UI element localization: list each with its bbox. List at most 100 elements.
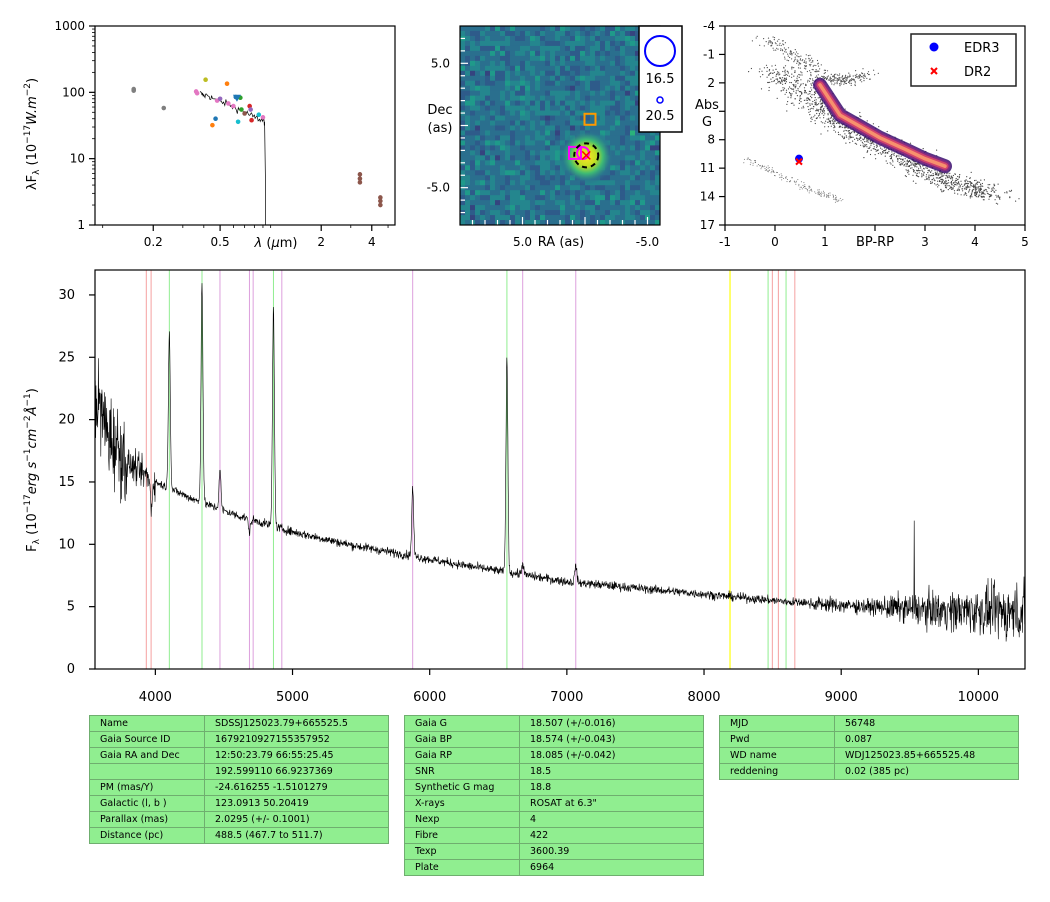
image-pixel (515, 100, 521, 107)
image-pixel (555, 26, 561, 32)
hr-field-star (846, 130, 848, 132)
image-pixel (615, 185, 621, 191)
image-pixel (580, 100, 586, 107)
image-pixel (610, 180, 616, 186)
image-pixel (515, 170, 521, 176)
image-pixel (545, 140, 551, 146)
table-row: SNR 18.5 (404, 763, 704, 780)
image-pixel (530, 125, 536, 131)
hr-field-star (907, 172, 909, 174)
image-pixel (590, 105, 596, 111)
image-pixel (495, 60, 501, 67)
hr-field-star (969, 177, 971, 179)
hr-field-star (987, 186, 989, 188)
image-pixel (625, 30, 631, 37)
hr-field-star (790, 97, 792, 99)
hr-field-star (800, 98, 802, 100)
hr-field-star (816, 117, 818, 119)
hr-field-star (813, 106, 815, 108)
hr-field-star (811, 116, 813, 118)
image-pixel (605, 210, 611, 216)
image-pixel (650, 180, 656, 186)
hr-field-star (902, 161, 904, 163)
image-pixel (500, 70, 506, 77)
image-pixel (465, 70, 471, 77)
hr-field-star (768, 89, 770, 92)
image-pixel (630, 50, 636, 57)
table-key-cell: Gaia RA and Dec (89, 747, 205, 764)
hr-field-star (816, 112, 818, 115)
image-pixel (465, 90, 471, 97)
hr-field-star (787, 101, 789, 103)
hr-field-star (983, 193, 985, 195)
hr-field-star (811, 107, 813, 109)
image-pixel (545, 215, 551, 221)
hr-field-star (940, 189, 942, 191)
image-pixel (565, 100, 571, 107)
image-pixel (475, 195, 481, 201)
image-pixel (515, 30, 521, 37)
spectrum-ytick-label: 25 (58, 350, 75, 365)
image-pixel (505, 130, 511, 136)
hr-field-star (909, 142, 912, 144)
hr-field-star (845, 135, 847, 137)
hr-field-star (848, 138, 850, 140)
table-row: Gaia RP 18.085 (+/-0.042) (404, 747, 704, 764)
image-legend-label: 20.5 (646, 109, 675, 124)
hr-field-star (932, 173, 934, 175)
image-pixel (530, 130, 536, 136)
hr-field-star (790, 82, 793, 84)
image-pixel (550, 90, 556, 97)
image-pixel (465, 150, 471, 156)
image-pixel (520, 130, 526, 136)
image-pixel (625, 65, 631, 72)
image-pixel (520, 65, 526, 72)
image-pixel (495, 120, 501, 126)
image-pixel (525, 55, 531, 62)
image-pixel (535, 40, 541, 47)
image-pixel (585, 75, 591, 82)
hr-field-star (879, 145, 881, 147)
image-pixel (605, 45, 611, 52)
hr-field-star (758, 71, 761, 73)
hr-field-star (913, 171, 915, 173)
image-pixel (535, 70, 541, 77)
image-pixel (550, 105, 556, 111)
image-pixel (495, 125, 501, 131)
image-pixel (630, 70, 636, 77)
image-pixel (500, 60, 506, 67)
image-pixel (530, 165, 536, 171)
image-pixel (480, 185, 486, 191)
hr-field-star (877, 152, 880, 155)
image-pixel (605, 130, 611, 136)
hr-field-star (768, 69, 771, 71)
image-pixel (485, 165, 491, 171)
table-key-cell: Nexp (404, 811, 520, 828)
table-key-cell: Texp (404, 843, 520, 860)
image-pixel (470, 170, 476, 176)
image-pixel (585, 40, 591, 47)
image-pixel (495, 115, 501, 121)
image-pixel (570, 190, 576, 196)
image-pixel (510, 215, 516, 221)
image-pixel (605, 220, 611, 226)
image-pixel (545, 180, 551, 186)
image-pixel (615, 200, 621, 206)
image-pixel (625, 180, 631, 186)
hr-field-star (874, 148, 877, 151)
hr-field-star (823, 114, 825, 116)
image-pixel (625, 45, 631, 52)
image-pixel (470, 165, 476, 171)
image-pixel (540, 80, 546, 87)
hr-field-star (952, 188, 954, 190)
image-pixel (475, 110, 481, 116)
image-pixel (580, 190, 586, 196)
image-pixel (600, 120, 606, 126)
sed-point (378, 202, 383, 208)
image-pixel (555, 140, 561, 146)
hr-field-star (957, 178, 959, 180)
image-pixel (650, 170, 656, 176)
hr-field-star (876, 146, 878, 148)
hr-field-star (784, 70, 786, 72)
image-pixel (505, 30, 511, 37)
